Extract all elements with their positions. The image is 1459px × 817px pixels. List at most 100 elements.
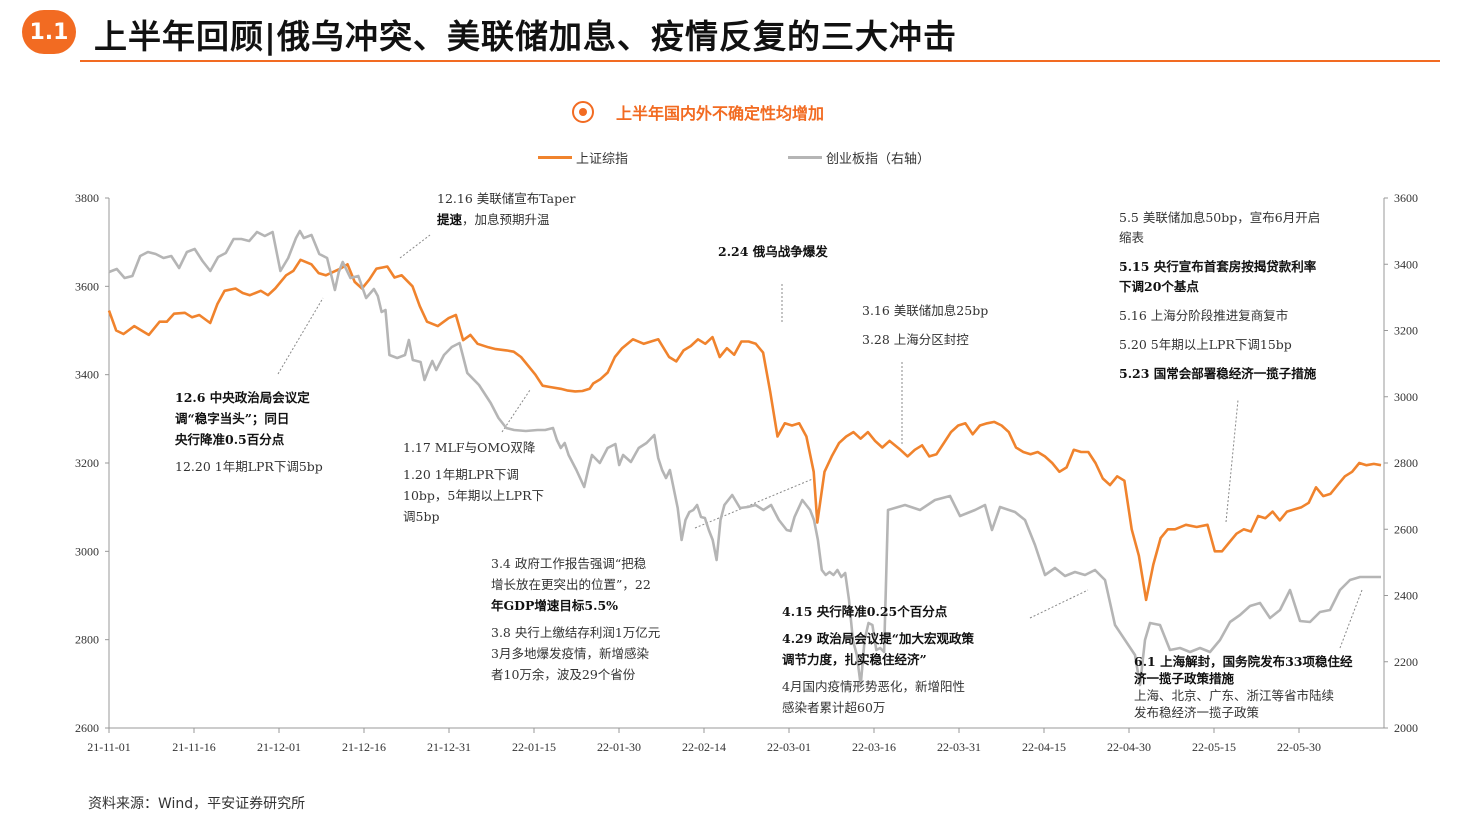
annotation-line: 发布稳经济一揽子政策 — [1134, 705, 1260, 720]
annotation-line: 3.16 美联储加息25bp — [862, 303, 989, 318]
legend-chinext: 创业板指（右轴） — [788, 148, 930, 167]
annotation-bold: 年GDP增速目标5.5% — [491, 598, 619, 613]
legend-swatch-shanghai — [538, 156, 572, 159]
y-left-tick-label: 3600 — [75, 279, 99, 293]
y-right-tick-label: 2200 — [1394, 655, 1418, 669]
annotation-leaders — [277, 234, 1363, 649]
annotation-fed-march: 3.16 美联储加息25bp 3.28 上海分区封控 — [862, 296, 988, 354]
chart-title: 上半年国内外不确定性均增加 — [572, 100, 824, 124]
annotation-line: 12.16 美联储宣布Taper — [437, 191, 576, 206]
annotation-line: 者10万余，波及29个省份 — [491, 667, 636, 682]
annotation-line: 1.17 MLF与OMO双降 — [403, 440, 536, 455]
annotation-april: 4.15 央行降准0.25个百分点 4.29 政治局会议提“加大宏观政策 调节力… — [782, 601, 974, 718]
series-line-chinext — [108, 229, 1381, 687]
annotation-bold: 12.6 中央政治局会议定 — [175, 390, 310, 405]
annotation-line: ，加息预期升温 — [462, 212, 550, 227]
annotation-bold: 4.29 政治局会议提“加大宏观政策 — [782, 631, 974, 646]
chart-series — [107, 229, 1382, 687]
annotation-line: 3.4 政府工作报告强调“把稳 — [491, 556, 647, 571]
annotation-line: 3.8 央行上缴结存利润1万亿元 — [491, 625, 661, 640]
y-right-tick-label: 2400 — [1394, 589, 1418, 603]
x-tick-label: 22-01-30 — [597, 740, 641, 754]
annotation-line: 5.5 美联储加息50bp，宣布6月开启 — [1119, 210, 1321, 225]
annotation-leader-line — [694, 477, 816, 529]
y-right-tick-label: 3200 — [1394, 324, 1418, 338]
annotation-line: 5.16 上海分阶段推进复商复市 — [1119, 308, 1289, 323]
y-right-tick-label: 3400 — [1394, 257, 1418, 271]
annotation-bold: 调“稳字当头”；同日 — [175, 411, 290, 426]
annotation-bold: 下调20个基点 — [1119, 279, 1199, 294]
annotation-bold: 济一揽子政策措施 — [1134, 671, 1235, 686]
annotation-bold: 4.15 央行降准0.25个百分点 — [782, 604, 948, 619]
annotation-line: 4月国内疫情形势恶化，新增阳性 — [782, 679, 965, 694]
y-left-tick-label: 2600 — [75, 721, 99, 735]
annotation-june: 6.1 上海解封，国务院发布33项稳住经 济一揽子政策措施 上海、北京、广东、浙… — [1134, 653, 1353, 721]
x-tick-label: 21-11-16 — [172, 740, 216, 754]
legend-shanghai: 上证综指 — [538, 148, 628, 167]
annotation-line: 缩表 — [1119, 230, 1145, 245]
y-left-tick-label: 3200 — [75, 456, 99, 470]
annotation-bold: 2.24 俄乌战争爆发 — [718, 244, 828, 259]
y-right-tick-label: 3600 — [1394, 191, 1418, 205]
y-right-tick-label: 2800 — [1394, 456, 1418, 470]
annotation-leader-line — [1029, 589, 1089, 619]
annotation-leader-line — [501, 389, 531, 433]
y-right-tick-label: 2000 — [1394, 721, 1418, 735]
section-badge: 1.1 — [22, 10, 76, 54]
annotation-line: 5.20 5年期以上LPR下调15bp — [1119, 337, 1292, 352]
x-tick-label: 22-02-14 — [682, 740, 726, 754]
source-note: 资料来源：Wind，平安证券研究所 — [88, 796, 306, 812]
x-tick-label: 22-01-15 — [512, 740, 556, 754]
legend-label-shanghai: 上证综指 — [576, 152, 629, 167]
annotation-leader-line — [399, 234, 431, 259]
annotation-line: 10bp，5年期以上LPR下 — [403, 488, 544, 503]
annotation-war: 2.24 俄乌战争爆发 — [718, 241, 828, 262]
annotation-taper: 12.16 美联储宣布Taper 提速，加息预期升温 — [437, 188, 575, 230]
annotation-bold: 5.15 央行宣布首套房按揭贷款利率 — [1119, 259, 1317, 274]
y-left-tick-label: 2800 — [75, 633, 99, 647]
annotation-politburo-dec: 12.6 中央政治局会议定 调“稳字当头”；同日 央行降准0.5百分点 12.2… — [175, 387, 323, 477]
annotation-line: 1.20 1年期LPR下调 — [403, 467, 519, 482]
annotation-leader-line — [1225, 399, 1239, 523]
page-title: 上半年回顾|俄乌冲突、美联储加息、疫情反复的三大冲击 — [94, 17, 958, 56]
y-left-tick-label: 3800 — [75, 191, 99, 205]
annotation-mlf: 1.17 MLF与OMO双降 1.20 1年期LPR下调 10bp，5年期以上L… — [403, 437, 544, 527]
x-tick-label: 22-03-16 — [852, 740, 896, 754]
annotation-gov-report: 3.4 政府工作报告强调“把稳 增长放在更突出的位置”，22 年GDP增速目标5… — [491, 553, 660, 685]
x-tick-label: 22-03-01 — [767, 740, 811, 754]
annotation-line: 12.20 1年期LPR下调5bp — [175, 459, 323, 474]
legend-label-chinext: 创业板指（右轴） — [826, 152, 931, 167]
annotation-bold: 调节力度，扎实稳住经济” — [782, 652, 927, 667]
x-tick-label: 21-12-01 — [257, 740, 301, 754]
annotation-bold: 5.23 国常会部署稳经济一揽子措施 — [1119, 366, 1317, 381]
x-tick-label: 22-05-15 — [1192, 740, 1236, 754]
y-left-tick-label: 3000 — [75, 544, 99, 558]
y-right-tick-label: 2600 — [1394, 522, 1418, 536]
annotation-bold: 央行降准0.5百分点 — [175, 432, 285, 447]
chart-title-text: 上半年国内外不确定性均增加 — [616, 104, 825, 123]
x-tick-label: 21-12-31 — [427, 740, 471, 754]
y-right-tick-label: 3000 — [1394, 390, 1418, 404]
annotation-line: 感染者累计超60万 — [782, 700, 886, 715]
x-tick-label: 22-04-30 — [1107, 740, 1151, 754]
x-tick-label: 21-12-16 — [342, 740, 386, 754]
y-left-tick-label: 3400 — [75, 368, 99, 382]
legend-swatch-chinext — [788, 156, 822, 159]
x-tick-label: 21-11-01 — [87, 740, 131, 754]
annotation-line: 3.28 上海分区封控 — [862, 332, 969, 347]
annotation-line: 增长放在更突出的位置”，22 — [491, 577, 651, 592]
annotation-bold: 提速 — [437, 212, 463, 227]
header-divider — [80, 60, 1440, 62]
annotation-may: 5.5 美联储加息50bp，宣布6月开启 缩表 5.15 央行宣布首套房按揭贷款… — [1119, 208, 1320, 384]
x-tick-label: 22-04-15 — [1022, 740, 1066, 754]
target-icon — [572, 101, 594, 123]
annotation-line: 调5bp — [403, 509, 440, 524]
chart-axes: 3800 3600 3400 3200 3000 2800 2600 3600 3400 3200… — [75, 191, 1418, 754]
annotation-leader-line — [1339, 589, 1363, 649]
annotation-line: 上海、北京、广东、浙江等省市陆续 — [1134, 688, 1335, 703]
annotation-line: 3月多地爆发疫情，新增感染 — [491, 646, 649, 661]
annotation-leader-line — [277, 297, 324, 375]
x-tick-label: 22-05-30 — [1277, 740, 1321, 754]
x-tick-label: 22-03-31 — [937, 740, 981, 754]
